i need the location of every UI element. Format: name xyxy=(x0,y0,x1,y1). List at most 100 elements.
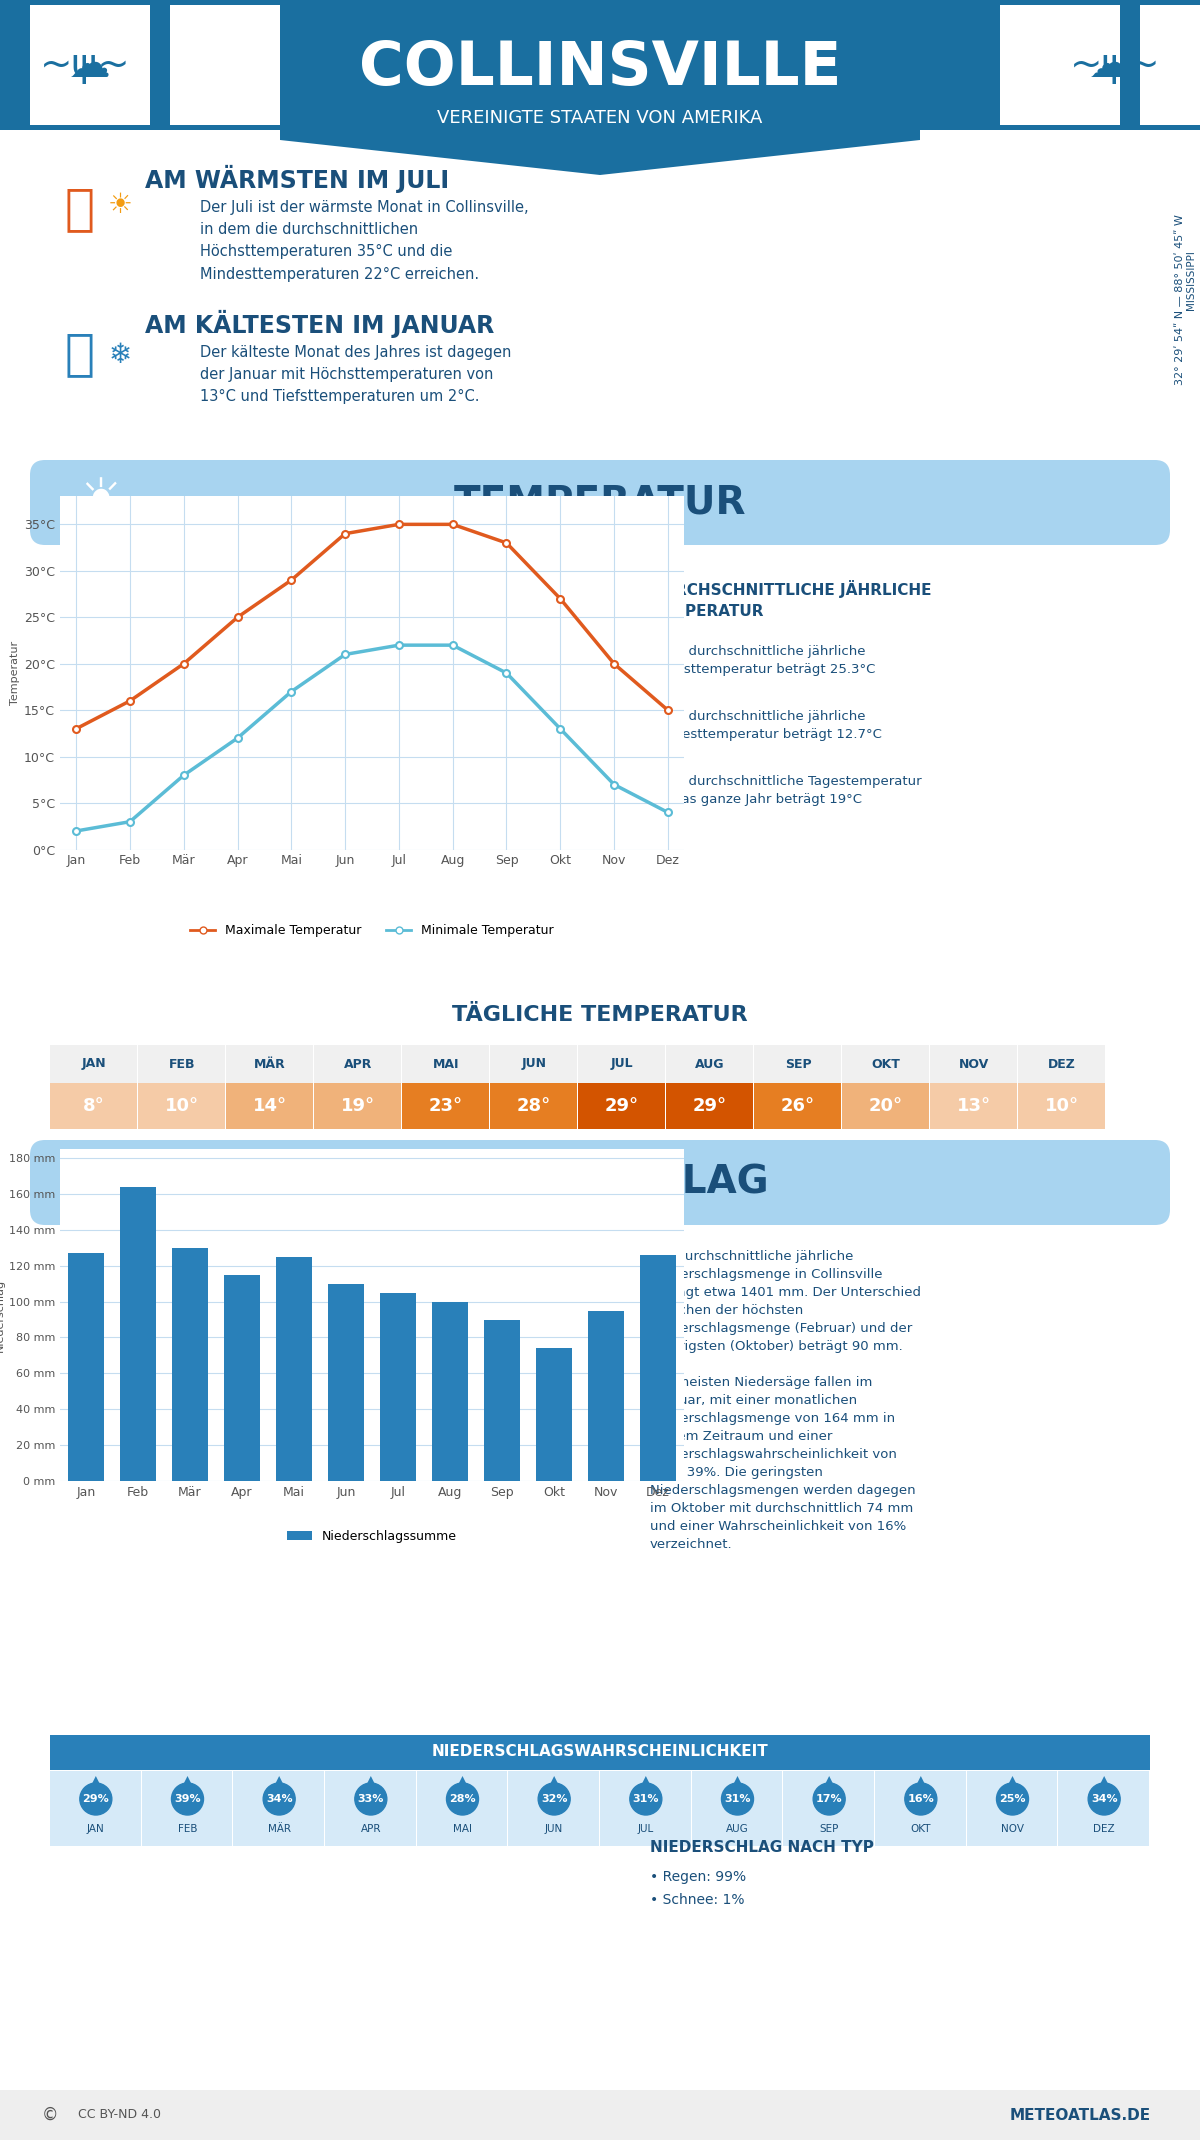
Circle shape xyxy=(814,1783,845,1815)
Polygon shape xyxy=(636,1776,656,1795)
Polygon shape xyxy=(727,1776,748,1795)
Bar xyxy=(402,1044,490,1083)
Text: 10°: 10° xyxy=(164,1098,199,1115)
Text: MISSISSIPPI: MISSISSIPPI xyxy=(1186,250,1196,310)
Bar xyxy=(578,1083,665,1130)
Bar xyxy=(224,1275,260,1481)
Text: METEOATLAS.DE: METEOATLAS.DE xyxy=(1009,2108,1151,2123)
Bar xyxy=(1058,1772,1150,1847)
Text: 19°: 19° xyxy=(341,1098,376,1115)
Bar xyxy=(588,1310,624,1481)
Y-axis label: Temperatur: Temperatur xyxy=(10,642,20,704)
Text: MAI: MAI xyxy=(433,1057,460,1070)
Bar xyxy=(842,1044,929,1083)
Text: 29°: 29° xyxy=(692,1098,727,1115)
Text: 29°: 29° xyxy=(605,1098,640,1115)
Bar xyxy=(432,1301,468,1481)
Bar xyxy=(509,1772,599,1847)
Text: 32° 29ʹ 54ʺ N — 88° 50ʹ 45ʺ W: 32° 29ʹ 54ʺ N — 88° 50ʹ 45ʺ W xyxy=(1175,214,1186,385)
Text: ☁: ☁ xyxy=(70,45,110,86)
Text: 🌡: 🌡 xyxy=(65,184,95,233)
Bar xyxy=(754,1083,841,1130)
Text: 13°: 13° xyxy=(956,1098,991,1115)
Text: JAN: JAN xyxy=(82,1057,107,1070)
Bar xyxy=(490,1044,577,1083)
Bar xyxy=(484,1320,521,1481)
Text: JAN: JAN xyxy=(86,1823,104,1834)
Text: ~ψ~: ~ψ~ xyxy=(40,45,131,83)
Text: • Die durchschnittliche jährliche
Mindesttemperatur beträgt 12.7°C: • Die durchschnittliche jährliche Mindes… xyxy=(650,710,882,740)
Text: VEREINIGTE STAATEN VON AMERIKA: VEREINIGTE STAATEN VON AMERIKA xyxy=(437,109,763,126)
Bar xyxy=(30,4,150,124)
Polygon shape xyxy=(911,1776,931,1795)
Polygon shape xyxy=(269,1776,289,1795)
Bar xyxy=(930,1044,1018,1083)
Text: ~ψ~: ~ψ~ xyxy=(1069,45,1160,83)
Bar xyxy=(1140,4,1200,124)
Bar xyxy=(172,1248,209,1481)
Text: 10°: 10° xyxy=(1045,1098,1079,1115)
Text: OKT: OKT xyxy=(911,1823,931,1834)
Bar xyxy=(691,1772,782,1847)
Text: 26°: 26° xyxy=(781,1098,815,1115)
Text: ❄: ❄ xyxy=(108,340,132,368)
Bar xyxy=(50,1083,137,1130)
Text: APR: APR xyxy=(360,1823,382,1834)
Text: NOV: NOV xyxy=(1001,1823,1024,1834)
Text: MÄR: MÄR xyxy=(254,1057,286,1070)
Bar xyxy=(967,1772,1057,1847)
Bar xyxy=(138,1083,226,1130)
Text: MÄR: MÄR xyxy=(268,1823,290,1834)
Text: CC BY-ND 4.0: CC BY-ND 4.0 xyxy=(78,2108,162,2121)
Bar xyxy=(416,1772,508,1847)
Bar xyxy=(170,4,290,124)
Text: Die durchschnittliche jährliche
Niederschlagsmenge in Collinsville
beträgt etwa : Die durchschnittliche jährliche Niedersc… xyxy=(650,1250,922,1552)
Bar xyxy=(325,1772,415,1847)
Polygon shape xyxy=(178,1776,198,1795)
Text: MAI: MAI xyxy=(454,1823,472,1834)
Text: Der kälteste Monat des Jahres ist dagegen
der Januar mit Höchsttemperaturen von
: Der kälteste Monat des Jahres ist dagege… xyxy=(200,345,511,404)
Legend: Niederschlagssumme: Niederschlagssumme xyxy=(282,1524,462,1547)
Text: FEB: FEB xyxy=(178,1823,197,1834)
Text: 39%: 39% xyxy=(174,1793,200,1804)
Bar xyxy=(142,1772,233,1847)
Bar xyxy=(0,0,1200,131)
Bar xyxy=(1018,1083,1105,1130)
Text: DEZ: DEZ xyxy=(1048,1057,1076,1070)
Bar xyxy=(50,1736,1150,1770)
Text: 23°: 23° xyxy=(428,1098,463,1115)
Circle shape xyxy=(905,1783,937,1815)
Bar xyxy=(67,1254,104,1481)
Text: AUG: AUG xyxy=(695,1057,725,1070)
Text: 17%: 17% xyxy=(816,1793,842,1804)
Circle shape xyxy=(172,1783,204,1815)
Circle shape xyxy=(721,1783,754,1815)
Bar xyxy=(1018,1044,1105,1083)
Polygon shape xyxy=(820,1776,839,1795)
Bar xyxy=(930,1083,1018,1130)
Text: DEZ: DEZ xyxy=(1093,1823,1115,1834)
Polygon shape xyxy=(544,1776,564,1795)
Text: JUN: JUN xyxy=(545,1823,563,1834)
Text: 28°: 28° xyxy=(517,1098,551,1115)
Polygon shape xyxy=(1002,1776,1022,1795)
Text: AM KÄLTESTEN IM JANUAR: AM KÄLTESTEN IM JANUAR xyxy=(145,310,494,338)
Circle shape xyxy=(80,1783,112,1815)
Polygon shape xyxy=(1094,1776,1114,1795)
Text: 33%: 33% xyxy=(358,1793,384,1804)
Bar xyxy=(490,1083,577,1130)
Bar xyxy=(314,1083,401,1130)
Text: • Die durchschnittliche jährliche
Höchsttemperatur beträgt 25.3°C: • Die durchschnittliche jährliche Höchst… xyxy=(650,644,875,676)
Bar xyxy=(226,1083,313,1130)
Text: Der Juli ist der wärmste Monat in Collinsville,
in dem die durchschnittlichen
Hö: Der Juli ist der wärmste Monat in Collin… xyxy=(200,199,529,282)
Text: OKT: OKT xyxy=(871,1057,900,1070)
Text: NOV: NOV xyxy=(959,1057,989,1070)
Text: 25%: 25% xyxy=(1000,1793,1026,1804)
Bar xyxy=(314,1044,401,1083)
Text: ☀: ☀ xyxy=(76,475,125,529)
Text: DURCHSCHNITTLICHE JÄHRLICHE
TEMPERATUR: DURCHSCHNITTLICHE JÄHRLICHE TEMPERATUR xyxy=(650,580,931,618)
Circle shape xyxy=(538,1783,570,1815)
Text: TÄGLICHE TEMPERATUR: TÄGLICHE TEMPERATUR xyxy=(452,1006,748,1025)
Bar xyxy=(640,1254,677,1481)
Text: TEMPERATUR: TEMPERATUR xyxy=(454,484,746,522)
